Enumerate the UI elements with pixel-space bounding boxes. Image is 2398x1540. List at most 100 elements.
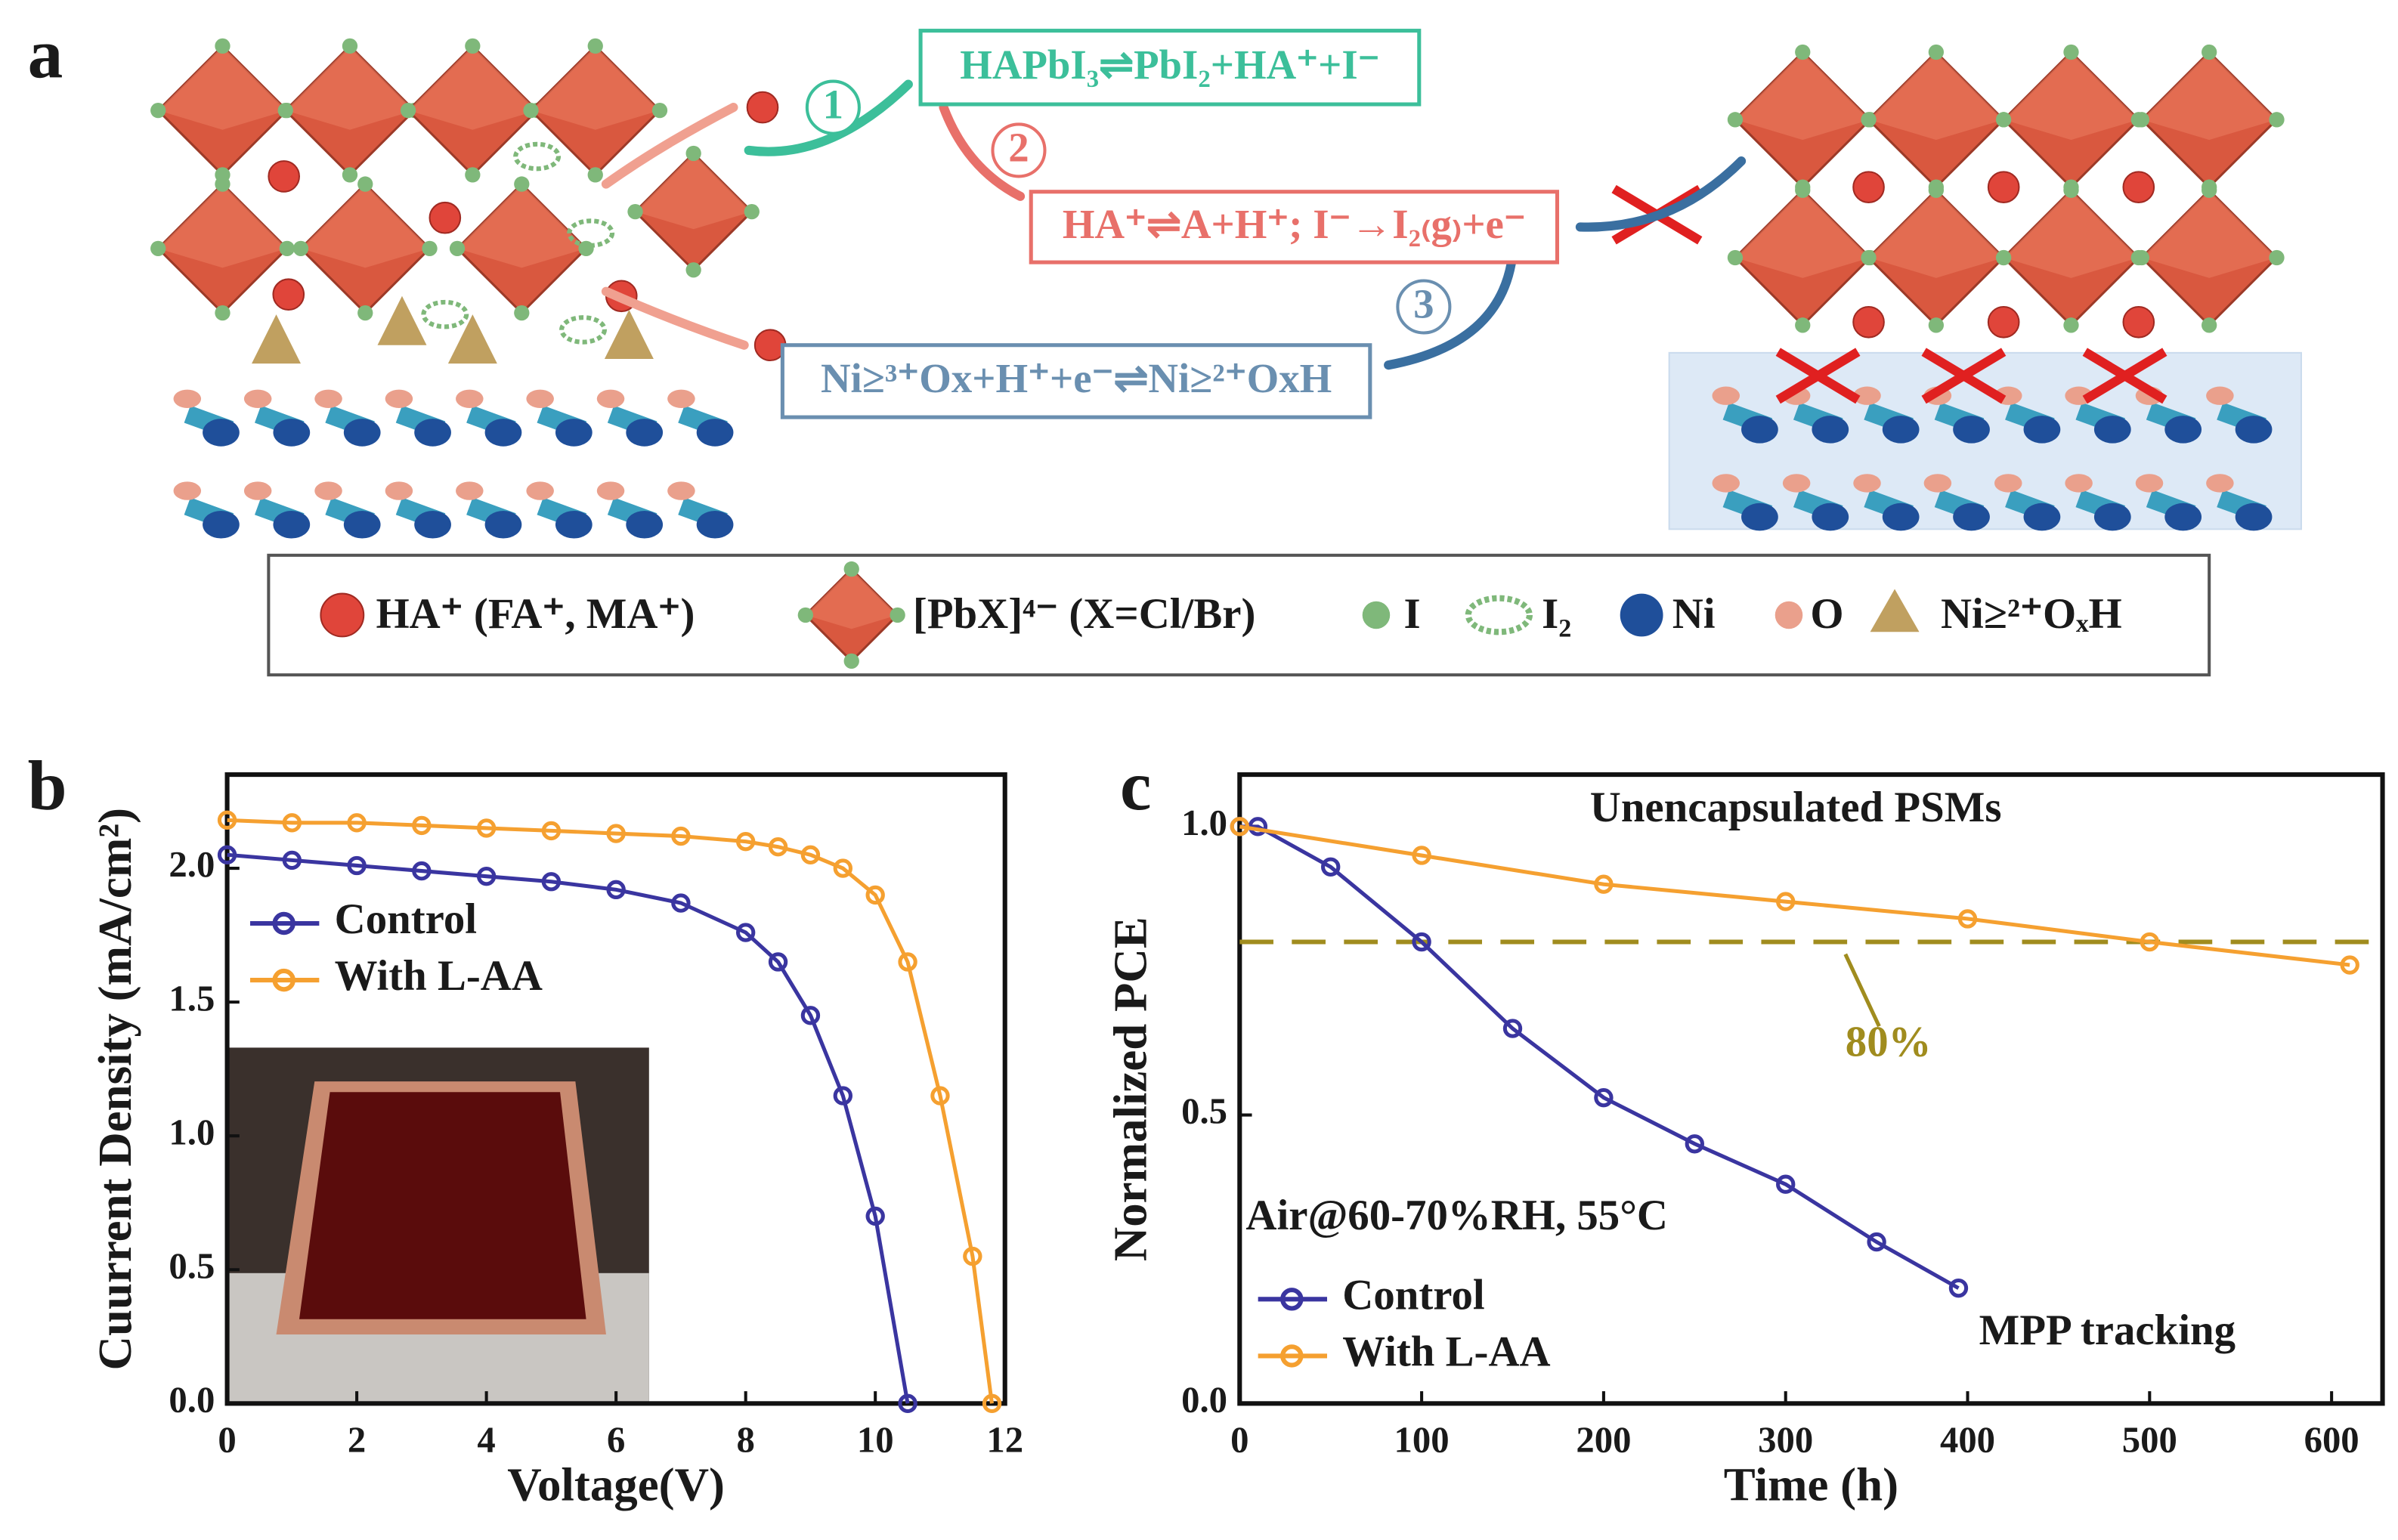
ni-atom	[273, 510, 311, 539]
iodide	[1727, 249, 1744, 266]
data-point	[930, 1086, 950, 1106]
plot-frame	[1237, 772, 2385, 1406]
equation: HAPbI₃⇌PbI₂+HA⁺+I⁻	[960, 42, 1379, 88]
y-axis-label: Normalized PCE	[1104, 917, 1157, 1261]
iodide	[1727, 112, 1744, 128]
o-atom	[1923, 474, 1952, 493]
data-point	[768, 952, 788, 972]
iodide	[1795, 317, 1811, 333]
iodide	[843, 561, 859, 577]
data-point	[1594, 1087, 1614, 1108]
ni-atom	[696, 419, 734, 447]
o-atom	[1775, 601, 1803, 629]
iodide	[1928, 44, 1945, 60]
step-number: 3	[1413, 281, 1434, 327]
iodide	[2269, 249, 2285, 266]
cross	[1775, 348, 1861, 404]
equation-box	[918, 29, 1422, 107]
o-atom	[1712, 386, 1740, 405]
y-tick-label: 0.0	[169, 1380, 215, 1421]
iodine	[513, 141, 562, 172]
legend-label: O	[1810, 590, 1843, 638]
legend-label: I	[1403, 590, 1420, 638]
o-atom	[667, 481, 695, 500]
data-point	[1776, 892, 1796, 911]
o-atom	[596, 481, 625, 500]
ni-atom	[2093, 503, 2131, 531]
iodide	[449, 240, 466, 256]
ni-atom	[203, 419, 240, 447]
arrow-small	[601, 103, 738, 189]
data-point	[606, 824, 626, 843]
iodide	[2063, 182, 2079, 198]
x-tick-label: 400	[1940, 1419, 1995, 1460]
ni-atom	[414, 419, 451, 447]
data-point	[1948, 1278, 1969, 1298]
data-point	[1776, 1174, 1796, 1194]
panel-label: c	[1120, 747, 1151, 825]
cation	[429, 201, 462, 234]
panel-label: a	[28, 16, 63, 94]
o-atom	[2206, 474, 2234, 493]
data-point	[982, 1393, 1002, 1414]
data-point	[476, 866, 497, 886]
step-circle	[991, 122, 1047, 178]
data-point	[1412, 932, 1431, 952]
iodide	[523, 103, 539, 119]
data-point	[1502, 1019, 1523, 1038]
iodide	[215, 176, 231, 192]
data-point	[412, 861, 432, 881]
legend-marker	[1280, 1344, 1304, 1368]
x-tick-label: 500	[2122, 1419, 2177, 1460]
o-atom	[173, 481, 202, 500]
octahedron-face	[1868, 190, 2004, 278]
ni-atom	[1812, 416, 1849, 444]
ni-atom	[1882, 416, 1920, 444]
ni-atom	[2164, 416, 2202, 444]
iodide	[578, 240, 594, 256]
o-atom	[243, 481, 272, 500]
iodide	[1861, 112, 1877, 128]
iodide	[587, 167, 603, 183]
ni-atom	[696, 510, 734, 539]
iodide	[744, 203, 760, 220]
step-circle	[1396, 279, 1452, 335]
x-tick-label: 10	[857, 1419, 894, 1460]
iodide	[279, 240, 295, 256]
y-tick-label: 0.5	[169, 1245, 215, 1286]
ni-oxh	[604, 310, 654, 359]
series-line	[227, 818, 994, 1404]
iodide	[587, 38, 603, 54]
legend-label: I₂	[1542, 590, 1571, 638]
data-point	[800, 1006, 821, 1025]
iodide	[685, 145, 701, 162]
octahedron-face	[531, 45, 660, 130]
octahedron-face	[408, 45, 537, 130]
arrow-3	[1384, 259, 1516, 370]
x-tick-label: 8	[736, 1419, 754, 1460]
ni-atom	[2235, 416, 2273, 444]
iodine	[1465, 595, 1533, 635]
iodine	[559, 315, 607, 345]
octahedron-face	[2003, 190, 2139, 278]
o-atom	[385, 481, 413, 500]
o-atom	[667, 389, 695, 408]
iodide	[1795, 182, 1811, 198]
data-point	[541, 872, 562, 892]
cation	[1987, 305, 2020, 339]
x-tick-label: 200	[1576, 1419, 1631, 1460]
iodide	[215, 305, 231, 321]
iodide	[2269, 112, 2285, 128]
data-point	[1230, 817, 1249, 836]
x-tick-label: 100	[1394, 1419, 1450, 1460]
o-atom	[1782, 474, 1811, 493]
data-point	[1957, 909, 1978, 929]
cation	[2122, 171, 2155, 203]
annotation: MPP tracking	[1979, 1307, 2236, 1354]
ni-atom	[2235, 503, 2273, 531]
ni-atom	[1741, 503, 1778, 531]
iodide	[1928, 317, 1945, 333]
octahedron-face	[158, 184, 287, 268]
iodide	[1795, 44, 1811, 60]
